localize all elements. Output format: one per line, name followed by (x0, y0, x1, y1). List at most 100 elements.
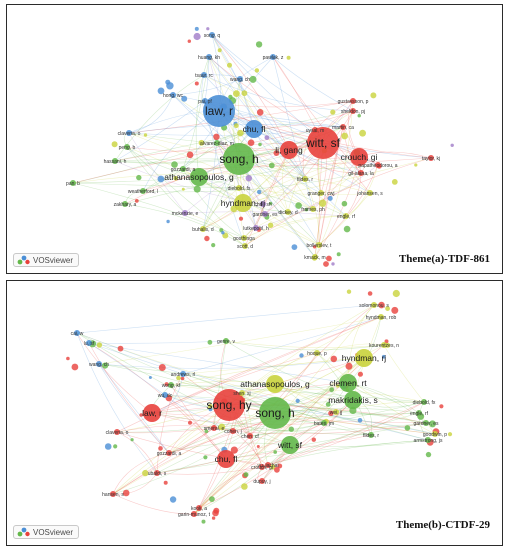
author-node[interactable] (234, 194, 252, 212)
author-node[interactable] (343, 213, 349, 219)
author-node[interactable] (143, 404, 161, 422)
author-node[interactable] (86, 340, 92, 346)
minor-node (336, 252, 341, 257)
author-node[interactable] (162, 392, 168, 398)
author-node[interactable] (302, 176, 308, 182)
author-node[interactable] (350, 98, 356, 104)
author-node[interactable] (180, 371, 186, 377)
author-node[interactable] (180, 166, 186, 172)
author-node[interactable] (214, 140, 220, 146)
author-node[interactable] (114, 429, 120, 435)
author-node[interactable] (344, 391, 362, 409)
author-node[interactable] (270, 54, 276, 60)
author-node[interactable] (421, 399, 427, 405)
author-node[interactable] (242, 243, 248, 249)
author-node[interactable] (318, 190, 324, 196)
author-node[interactable] (245, 120, 263, 138)
author-node[interactable] (371, 302, 377, 308)
minor-node (66, 356, 70, 361)
minor-node (391, 179, 398, 185)
author-node[interactable] (196, 505, 202, 511)
link-edge (182, 316, 382, 375)
author-node[interactable] (200, 226, 206, 232)
author-node[interactable] (112, 158, 118, 164)
author-node[interactable] (265, 462, 271, 468)
author-node[interactable] (236, 185, 242, 191)
author-node[interactable] (375, 162, 381, 168)
author-node[interactable] (96, 361, 102, 367)
author-node[interactable] (170, 92, 176, 98)
author-node[interactable] (74, 330, 80, 336)
author-node[interactable] (340, 124, 346, 130)
author-node[interactable] (310, 206, 316, 212)
link-edge (272, 56, 362, 174)
author-node[interactable] (237, 76, 243, 82)
author-node[interactable] (191, 511, 197, 517)
author-node[interactable] (312, 127, 318, 133)
author-node[interactable] (350, 148, 368, 166)
author-node[interactable] (239, 390, 245, 396)
author-node[interactable] (378, 314, 384, 320)
link-edge (168, 427, 215, 454)
author-node[interactable] (281, 436, 299, 454)
minor-node (245, 175, 252, 182)
author-node[interactable] (416, 410, 422, 416)
author-node[interactable] (230, 428, 236, 434)
author-node[interactable] (154, 470, 160, 476)
author-node[interactable] (203, 95, 235, 127)
author-node[interactable] (190, 168, 208, 186)
author-node[interactable] (259, 464, 265, 470)
author-node[interactable] (70, 180, 76, 186)
author-node[interactable] (432, 431, 438, 437)
author-label: martin, ca (332, 125, 354, 131)
author-node[interactable] (202, 98, 208, 104)
author-node[interactable] (339, 374, 357, 392)
author-node[interactable] (201, 72, 207, 78)
author-node[interactable] (211, 425, 217, 431)
author-node[interactable] (259, 478, 265, 484)
author-label: hong, wc (163, 93, 184, 99)
author-node[interactable] (266, 375, 284, 393)
author-node[interactable] (206, 54, 212, 60)
author-node[interactable] (140, 188, 146, 194)
author-node[interactable] (259, 397, 291, 429)
author-node[interactable] (307, 127, 339, 159)
author-label: athanasopoulos, g (164, 172, 234, 182)
author-node[interactable] (223, 338, 229, 344)
author-node[interactable] (358, 170, 364, 176)
author-node[interactable] (285, 209, 291, 215)
author-node[interactable] (110, 491, 116, 497)
author-node[interactable] (316, 242, 322, 248)
author-node[interactable] (247, 433, 253, 439)
author-node[interactable] (312, 254, 318, 260)
author-node[interactable] (223, 143, 255, 175)
author-node[interactable] (333, 409, 339, 415)
author-node[interactable] (368, 432, 374, 438)
author-node[interactable] (124, 144, 130, 150)
minor-node (166, 82, 174, 90)
author-node[interactable] (425, 437, 431, 443)
author-node[interactable] (213, 389, 245, 421)
author-node[interactable] (209, 32, 215, 38)
author-node[interactable] (381, 342, 387, 348)
link-edge (203, 74, 354, 112)
minor-node (370, 92, 377, 99)
author-node[interactable] (355, 349, 373, 367)
author-node[interactable] (166, 450, 172, 456)
author-node[interactable] (428, 155, 434, 161)
author-node[interactable] (217, 450, 235, 468)
author-node[interactable] (314, 350, 320, 356)
author-node[interactable] (182, 210, 188, 216)
author-node[interactable] (253, 225, 259, 231)
author-node[interactable] (280, 141, 298, 159)
author-node[interactable] (350, 108, 356, 114)
author-node[interactable] (321, 420, 327, 426)
author-node[interactable] (262, 211, 268, 217)
author-node[interactable] (260, 201, 266, 207)
author-node[interactable] (423, 420, 429, 426)
author-node[interactable] (122, 201, 128, 207)
author-node[interactable] (168, 382, 174, 388)
author-node[interactable] (126, 130, 132, 136)
author-node[interactable] (241, 235, 247, 241)
author-node[interactable] (367, 190, 373, 196)
